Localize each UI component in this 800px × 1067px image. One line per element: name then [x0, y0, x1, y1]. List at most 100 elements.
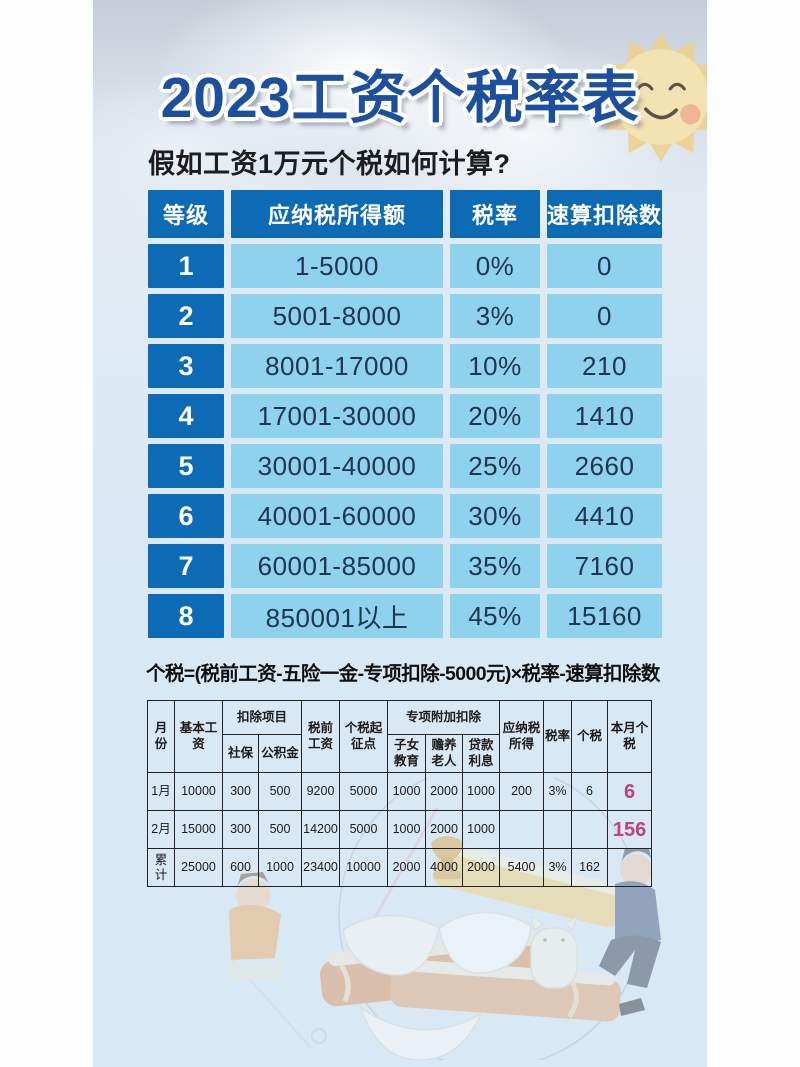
detail-header-month: 月份	[147, 700, 175, 773]
bracket-level: 3	[148, 344, 224, 388]
left-margin	[0, 0, 93, 1067]
detail-cell: 25000	[174, 848, 223, 887]
bracket-deduction: 1410	[547, 394, 662, 438]
detail-header-deduction-group: 扣除项目	[221, 700, 303, 735]
detail-row-cumulative: 累计 25000 600 1000 23400 10000 2000 4000 …	[147, 848, 653, 887]
detail-cell: 600	[222, 848, 259, 887]
detail-cell: 3%	[543, 848, 573, 887]
detail-cell: 2000	[425, 772, 464, 811]
detail-cell: 3%	[543, 772, 573, 811]
detail-cell: 15000	[174, 810, 223, 849]
detail-cell: 1000	[462, 772, 501, 811]
detail-cell: 6	[571, 772, 609, 811]
bracket-deduction: 210	[547, 344, 662, 388]
detail-cell: 9200	[301, 772, 341, 811]
detail-header-tax-rate: 税率	[543, 700, 573, 773]
bracket-rate: 3%	[450, 294, 540, 338]
bracket-level: 8	[148, 594, 224, 638]
detail-cell: 4000	[425, 848, 464, 887]
column-header-quick-deduction: 速算扣除数	[547, 190, 662, 238]
bracket-rate: 20%	[450, 394, 540, 438]
detail-cell: 162	[571, 848, 609, 887]
detail-cell-highlight: 156	[607, 810, 653, 849]
detail-header-tax: 个税	[571, 700, 609, 773]
detail-header-elderly-support: 赡养老人	[425, 734, 464, 773]
detail-header-loan-interest: 贷款利息	[462, 734, 501, 773]
bracket-level: 1	[148, 244, 224, 288]
detail-cell: 5000	[339, 772, 389, 811]
column-header-taxable-income: 应纳税所得额	[231, 190, 443, 238]
bracket-level: 6	[148, 494, 224, 538]
column-header-rate: 税率	[450, 190, 540, 238]
tax-rate-table: 等级 应纳税所得额 税率 速算扣除数 1 1-5000 0% 0 2 5001-…	[148, 190, 662, 638]
detail-cell: 10000	[174, 772, 223, 811]
bracket-level: 2	[148, 294, 224, 338]
bracket-income: 30001-40000	[231, 444, 443, 488]
detail-cell	[607, 848, 653, 887]
detail-cell: 10000	[339, 848, 389, 887]
bracket-income: 17001-30000	[231, 394, 443, 438]
detail-cell: 1月	[147, 772, 175, 811]
detail-cell: 300	[222, 810, 259, 849]
detail-cell: 1000	[462, 810, 501, 849]
bracket-level: 5	[148, 444, 224, 488]
detail-header-pretax-salary: 税前工资	[301, 700, 341, 773]
bracket-income: 850001以上	[231, 594, 443, 638]
detail-cell: 200	[499, 772, 545, 811]
bracket-income: 40001-60000	[231, 494, 443, 538]
monthly-tax-detail-table: 月份 基本工资 扣除项目 税前工资 个税起征点 专项附加扣除 应纳税所得 税率 …	[147, 700, 653, 887]
bracket-income: 1-5000	[231, 244, 443, 288]
detail-cell	[543, 810, 573, 849]
detail-header-taxable-income: 应纳税所得	[499, 700, 545, 773]
detail-cell: 1000	[387, 810, 427, 849]
bracket-rate: 0%	[450, 244, 540, 288]
bracket-rate: 25%	[450, 444, 540, 488]
detail-cell: 2000	[387, 848, 427, 887]
detail-cell	[499, 810, 545, 849]
bracket-deduction: 0	[547, 294, 662, 338]
bracket-deduction: 0	[547, 244, 662, 288]
detail-cell: 500	[257, 810, 303, 849]
detail-cell: 500	[257, 772, 303, 811]
detail-cell: 14200	[301, 810, 341, 849]
page-title: 2023工资个税率表	[160, 66, 640, 130]
detail-cell: 1000	[387, 772, 427, 811]
bracket-income: 8001-17000	[231, 344, 443, 388]
bracket-income: 5001-8000	[231, 294, 443, 338]
tax-formula-text: 个税=(税前工资-五险一金-专项扣除-5000元)×税率-速算扣除数	[146, 663, 660, 685]
bracket-deduction: 4410	[547, 494, 662, 538]
detail-row-january: 1月 10000 300 500 9200 5000 1000 2000 100…	[147, 772, 653, 811]
detail-row-february: 2月 15000 300 500 14200 5000 1000 2000 10…	[147, 810, 653, 849]
bracket-deduction: 7160	[547, 544, 662, 588]
detail-cell: 2月	[147, 810, 175, 849]
detail-cell-highlight: 6	[607, 772, 653, 811]
detail-header-child-education: 子女教育	[387, 734, 427, 773]
detail-header-tax-threshold: 个税起征点	[339, 700, 389, 773]
column-header-level: 等级	[148, 190, 224, 238]
detail-cell: 23400	[301, 848, 341, 887]
detail-header-month-tax: 本月个税	[607, 700, 653, 773]
bracket-rate: 35%	[450, 544, 540, 588]
detail-cell: 2000	[462, 848, 501, 887]
detail-header-social-security: 社保	[222, 734, 259, 773]
bracket-level: 7	[148, 544, 224, 588]
bracket-income: 60001-85000	[231, 544, 443, 588]
detail-cell: 2000	[425, 810, 464, 849]
detail-cell: 300	[222, 772, 259, 811]
bracket-rate: 45%	[450, 594, 540, 638]
detail-header-housing-fund: 公积金	[257, 734, 303, 773]
bracket-level: 4	[148, 394, 224, 438]
detail-header-base-salary: 基本工资	[174, 700, 223, 773]
detail-cell: 累计	[147, 848, 175, 887]
poster-background: 2023工资个税率表 假如工资1万元个税如何计算? 等级 应纳税所得额 税率 速…	[93, 0, 707, 1067]
page-subtitle: 假如工资1万元个税如何计算?	[148, 149, 511, 179]
bracket-rate: 30%	[450, 494, 540, 538]
detail-cell: 1000	[257, 848, 303, 887]
detail-header-special-group: 专项附加扣除	[387, 700, 501, 735]
bracket-deduction: 15160	[547, 594, 662, 638]
detail-cell	[571, 810, 609, 849]
detail-cell: 5000	[339, 810, 389, 849]
detail-cell: 5400	[499, 848, 545, 887]
right-margin	[707, 0, 800, 1067]
